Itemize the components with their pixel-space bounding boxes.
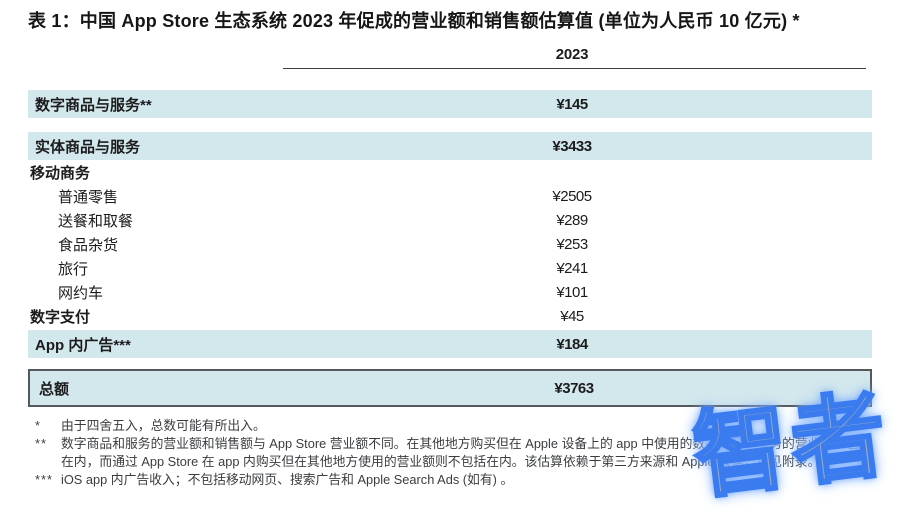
table-row-digital-goods: 数字商品与服务** ¥145	[28, 90, 872, 118]
table-row-physical-goods: 实体商品与服务 ¥3433	[28, 132, 872, 160]
row-value: ¥3433	[552, 137, 592, 155]
row-value: ¥101	[556, 283, 588, 301]
row-label: 总额	[39, 380, 70, 398]
table-row-travel: 旅行 ¥241	[28, 256, 872, 280]
row-value: ¥289	[556, 211, 588, 229]
table-header-row: 2023	[28, 43, 872, 79]
table-row-total: 总额 ¥3763	[28, 369, 872, 407]
table-row-general-retail: 普通零售 ¥2505	[28, 184, 872, 208]
footnotes: * 由于四舍五入，总数可能有所出入。 ** 数字商品和服务的营业额和销售额与 A…	[28, 417, 872, 489]
row-value: ¥145	[556, 95, 588, 113]
table-row-digital-payments: 数字支付 ¥45	[28, 304, 872, 328]
footnote-text: iOS app 内广告收入；不包括移动网页、搜索广告和 Apple Search…	[61, 472, 514, 487]
footnote-text: 由于四舍五入，总数可能有所出入。	[61, 418, 266, 433]
row-label: 网约车	[58, 284, 104, 302]
footnote-marker: *	[35, 418, 41, 433]
table-row-groceries: 食品杂货 ¥253	[28, 232, 872, 256]
row-value: ¥241	[556, 259, 588, 277]
row-label: 实体商品与服务	[35, 138, 141, 156]
row-spacer	[28, 118, 872, 132]
row-label: 数字商品与服务**	[35, 96, 152, 114]
footnote-digital-goods: ** 数字商品和服务的营业额和销售额与 App Store 营业额不同。在其他地…	[28, 435, 872, 471]
footnote-text: 数字商品和服务的营业额和销售额与 App Store 营业额不同。在其他地方购买…	[61, 436, 872, 469]
row-label: 移动商务	[30, 164, 91, 182]
footnote-marker: **	[35, 436, 47, 451]
table-row-mobile-commerce: 移动商务	[28, 160, 872, 184]
row-label: App 内广告***	[35, 336, 131, 354]
footnote-rounding: * 由于四舍五入，总数可能有所出入。	[28, 417, 872, 435]
row-label: 数字支付	[30, 308, 91, 326]
data-table: 2023 数字商品与服务** ¥145 实体商品与服务 ¥3433 移动商务	[28, 43, 872, 407]
row-value: ¥184	[556, 335, 588, 353]
table-row-in-app-ads: App 内广告*** ¥184	[28, 330, 872, 358]
table-body: 数字商品与服务** ¥145 实体商品与服务 ¥3433 移动商务 普通零售 ¥…	[28, 90, 872, 407]
row-label: 普通零售	[58, 188, 119, 206]
row-label: 旅行	[58, 260, 89, 278]
row-value: ¥253	[556, 235, 588, 253]
footnote-in-app-ads: *** iOS app 内广告收入；不包括移动网页、搜索广告和 Apple Se…	[28, 471, 872, 489]
table-title: 表 1：中国 App Store 生态系统 2023 年促成的营业额和销售额估算…	[28, 11, 800, 31]
row-value: ¥45	[560, 307, 584, 325]
table-row-food-delivery: 送餐和取餐 ¥289	[28, 208, 872, 232]
year-column-header: 2023	[555, 46, 589, 63]
table-row-ride-hailing: 网约车 ¥101	[28, 280, 872, 304]
table-figure: 表 1：中国 App Store 生态系统 2023 年促成的营业额和销售额估算…	[28, 11, 872, 489]
row-value: ¥3763	[554, 379, 594, 397]
row-value: ¥2505	[552, 187, 592, 205]
row-label: 送餐和取餐	[58, 212, 134, 230]
row-label: 食品杂货	[58, 236, 119, 254]
footnote-marker: ***	[35, 472, 53, 487]
header-underline	[283, 68, 866, 69]
